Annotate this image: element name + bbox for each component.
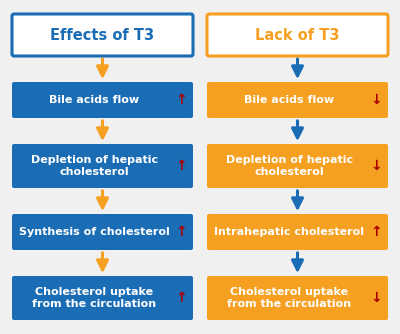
FancyBboxPatch shape [12, 214, 193, 250]
Text: Bile acids flow: Bile acids flow [50, 95, 140, 105]
Text: ↑: ↑ [175, 93, 187, 107]
FancyBboxPatch shape [12, 276, 193, 320]
FancyBboxPatch shape [12, 144, 193, 188]
FancyBboxPatch shape [207, 144, 388, 188]
Text: ↑: ↑ [175, 291, 187, 305]
Text: ↑: ↑ [175, 225, 187, 239]
Text: ↓: ↓ [370, 93, 382, 107]
Text: Bile acids flow: Bile acids flow [244, 95, 334, 105]
FancyBboxPatch shape [207, 82, 388, 118]
FancyBboxPatch shape [207, 276, 388, 320]
Text: ↓: ↓ [370, 291, 382, 305]
FancyBboxPatch shape [207, 14, 388, 56]
FancyBboxPatch shape [12, 14, 193, 56]
FancyBboxPatch shape [207, 214, 388, 250]
Text: Intrahepatic cholesterol: Intrahepatic cholesterol [214, 227, 364, 237]
Text: Effects of T3: Effects of T3 [50, 27, 154, 42]
Text: ↓: ↓ [370, 159, 382, 173]
FancyBboxPatch shape [12, 82, 193, 118]
Text: Cholesterol uptake
from the circulation: Cholesterol uptake from the circulation [32, 287, 156, 309]
Text: Lack of T3: Lack of T3 [255, 27, 340, 42]
Text: Depletion of hepatic
cholesterol: Depletion of hepatic cholesterol [226, 155, 353, 177]
Text: Synthesis of cholesterol: Synthesis of cholesterol [19, 227, 170, 237]
Text: Cholesterol uptake
from the circulation: Cholesterol uptake from the circulation [228, 287, 352, 309]
Text: ↑: ↑ [370, 225, 382, 239]
Text: Depletion of hepatic
cholesterol: Depletion of hepatic cholesterol [31, 155, 158, 177]
Text: ↑: ↑ [175, 159, 187, 173]
